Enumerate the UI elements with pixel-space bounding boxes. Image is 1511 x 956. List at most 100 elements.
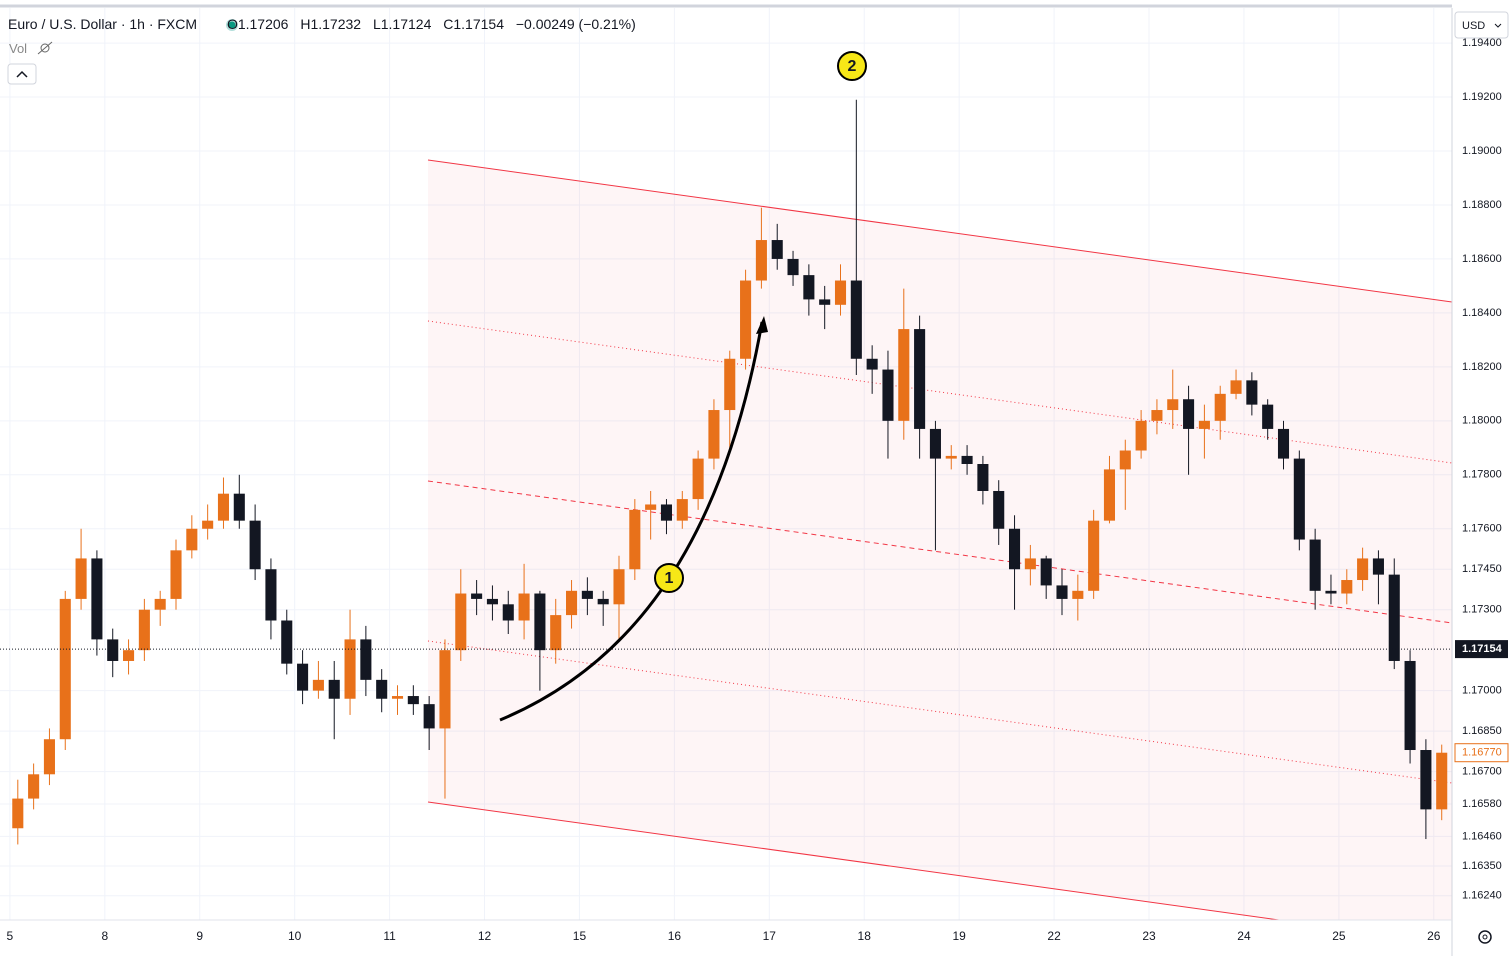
candle-body <box>1103 469 1116 521</box>
candle-body <box>755 240 767 281</box>
y-tick-label: 1.17800 <box>1462 469 1502 481</box>
ohlc-value: 1.17206 <box>237 16 289 32</box>
candle-body <box>312 679 324 691</box>
candle-body <box>866 358 878 370</box>
candle-body <box>1183 399 1195 429</box>
candle-body <box>676 499 688 521</box>
candle-body <box>43 739 55 775</box>
candle-body <box>660 504 673 521</box>
annotation-label: 1 <box>665 570 674 587</box>
x-tick-label: 5 <box>7 929 14 943</box>
candle-body <box>645 504 657 510</box>
ohlc: H1.17232 <box>300 16 365 32</box>
candle-body <box>787 258 799 276</box>
candle-body <box>297 663 309 691</box>
candle-body <box>1341 580 1353 594</box>
candle-body <box>1119 450 1131 470</box>
candle-body <box>328 679 340 699</box>
symbol: Euro / U.S. Dollar · 1h · FXCM <box>8 16 198 32</box>
channel-fill <box>428 160 1452 920</box>
x-tick-label: 23 <box>1142 929 1156 943</box>
ohlc-key: H <box>300 16 311 32</box>
candle-body <box>597 598 609 605</box>
candle-body <box>455 593 467 651</box>
candle-body <box>1040 558 1052 586</box>
settings-icon <box>1482 934 1488 940</box>
ohlc: L1.17124 <box>373 16 435 32</box>
candles <box>0 99 1452 845</box>
price-marker-box <box>1454 743 1509 763</box>
legend-header: Euro / U.S. Dollar · 1h · FXCM O1.17206 … <box>8 16 640 32</box>
volume-label: Vol <box>9 41 28 56</box>
candle-body <box>265 569 277 621</box>
candle-body <box>1024 558 1036 570</box>
ohlc-key: O <box>226 16 238 32</box>
y-tick-label: 1.18000 <box>1462 415 1502 427</box>
channel-lower <box>427 801 1283 920</box>
candle-body <box>613 569 625 605</box>
y-tick-label: 1.17000 <box>1462 685 1502 697</box>
arrow-head <box>756 316 768 334</box>
y-tick-label: 1.18400 <box>1462 307 1502 319</box>
ohlc: C1.17154 <box>443 16 508 32</box>
candle-body <box>344 639 356 699</box>
candle-body <box>1404 660 1416 751</box>
candle-body <box>1420 750 1432 810</box>
candle-body <box>138 609 150 651</box>
candle-body <box>423 704 435 729</box>
candle-body <box>1436 752 1448 810</box>
candle-body <box>882 369 894 421</box>
ohlc-value: 1.17232 <box>310 16 362 32</box>
candle-body <box>376 679 388 699</box>
y-tick-label: 1.18800 <box>1462 199 1502 211</box>
settings-button[interactable] <box>1478 930 1492 944</box>
candle-body <box>202 520 214 529</box>
y-tick-label: 1.17450 <box>1462 563 1502 575</box>
candle-body <box>1214 393 1226 421</box>
candle-body <box>1388 574 1400 661</box>
candle-body <box>771 240 783 259</box>
candle-body <box>360 639 372 680</box>
arrow <box>499 321 764 722</box>
candle-body <box>724 358 736 411</box>
channel-mid <box>427 480 1452 624</box>
candle-body <box>154 598 166 610</box>
collapse-button[interactable] <box>7 63 37 85</box>
candle-body <box>819 299 831 305</box>
x-tick-label: 26 <box>1427 929 1441 943</box>
candle-body <box>439 650 451 729</box>
x-tick-label: 10 <box>288 929 302 943</box>
price-axis-bg <box>1452 0 1511 956</box>
y-tick-label: 1.16460 <box>1462 830 1502 842</box>
candle-body <box>1056 585 1068 599</box>
candle-body <box>1009 528 1021 570</box>
x-tick-label: 9 <box>196 929 203 943</box>
candle-body <box>186 528 198 551</box>
candle-body <box>502 604 514 621</box>
candle-body <box>534 593 546 651</box>
x-tick-label: 12 <box>478 929 492 943</box>
candle-body <box>471 593 483 599</box>
currency-button[interactable] <box>1454 11 1509 39</box>
candle-body <box>692 458 704 500</box>
annotation-label: 2 <box>848 58 857 75</box>
x-tick-label: 11 <box>383 929 396 943</box>
regression-channel <box>427 159 1452 920</box>
candle-body <box>1372 558 1384 575</box>
candle-body <box>850 280 862 359</box>
candle-body <box>1309 539 1321 591</box>
candle-body <box>1357 558 1369 581</box>
y-tick-label: 1.18200 <box>1462 361 1502 373</box>
ohlc: O1.17206 <box>227 16 293 32</box>
change: −0.00249 (−0.21%) <box>515 16 636 32</box>
candle-body <box>12 798 24 829</box>
candle-body <box>914 329 926 429</box>
candle-body <box>929 428 941 459</box>
visibility-icon <box>40 43 50 53</box>
candle-body <box>407 696 419 705</box>
x-tick-label: 17 <box>763 929 777 943</box>
y-tick-label: 1.19200 <box>1462 91 1502 103</box>
x-tick-label: 24 <box>1237 929 1251 943</box>
